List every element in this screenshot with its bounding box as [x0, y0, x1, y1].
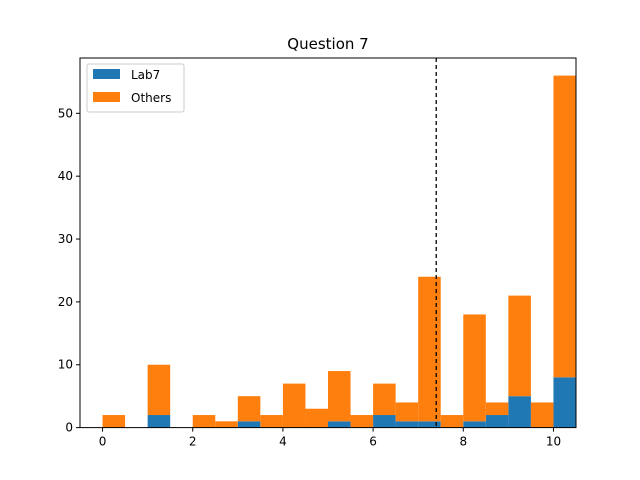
x-axis: 0 2 4 6 8 10 — [99, 427, 561, 449]
bar-others-19 — [530, 402, 554, 428]
bar-lab7-2 — [147, 415, 171, 428]
y-axis: 0 10 20 30 40 50 — [58, 106, 80, 435]
bar-lab7-16 — [463, 421, 486, 428]
bar-others-18 — [508, 295, 531, 397]
chart-title: Question 7 — [287, 35, 368, 53]
bar-lab7-17 — [485, 415, 509, 428]
bar-lab7-13 — [395, 421, 419, 428]
y-tick-label: 40 — [58, 169, 73, 183]
bar-lab7-10 — [328, 421, 351, 428]
x-tick-label: 10 — [546, 435, 561, 449]
y-tick-label: 0 — [65, 421, 73, 435]
bar-lab7-14 — [418, 421, 441, 428]
bar-others-10 — [328, 371, 351, 422]
legend: Lab7 Others — [86, 63, 185, 113]
bar-others-7 — [260, 415, 283, 428]
bar-others-0 — [102, 415, 126, 428]
bar-others-13 — [395, 402, 419, 422]
bar-others-14 — [418, 276, 441, 422]
bar-others-4 — [192, 415, 216, 428]
x-tick-label: 4 — [279, 435, 287, 449]
bar-lab7-6 — [237, 421, 261, 428]
y-tick-label: 50 — [58, 106, 73, 120]
bar-others-20 — [553, 75, 576, 378]
bar-others-8 — [282, 383, 306, 428]
x-tick-label: 0 — [99, 435, 107, 449]
plot-frame — [79, 57, 577, 429]
bar-others-17 — [485, 402, 509, 416]
legend-label-others: Others — [131, 91, 171, 105]
x-tick-label: 8 — [459, 435, 467, 449]
bar-lab7-20 — [553, 377, 576, 428]
bar-lab7-18 — [508, 396, 531, 428]
bar-others-15 — [440, 415, 464, 428]
y-tick-label: 10 — [58, 358, 73, 372]
legend-swatch-lab7 — [93, 69, 120, 79]
legend-swatch-others — [93, 92, 120, 102]
bars-group — [102, 75, 576, 428]
x-tick-label: 2 — [189, 435, 197, 449]
bar-others-2 — [147, 364, 171, 416]
bar-others-5 — [215, 421, 238, 428]
bar-others-11 — [350, 415, 374, 428]
bar-lab7-12 — [373, 415, 396, 428]
bar-others-12 — [373, 383, 396, 416]
y-tick-label: 20 — [58, 295, 73, 309]
bar-others-6 — [237, 396, 261, 422]
y-tick-label: 30 — [58, 232, 73, 246]
bar-others-16 — [463, 314, 486, 422]
x-tick-label: 6 — [369, 435, 377, 449]
bar-others-9 — [305, 408, 328, 428]
legend-label-lab7: Lab7 — [131, 68, 160, 82]
